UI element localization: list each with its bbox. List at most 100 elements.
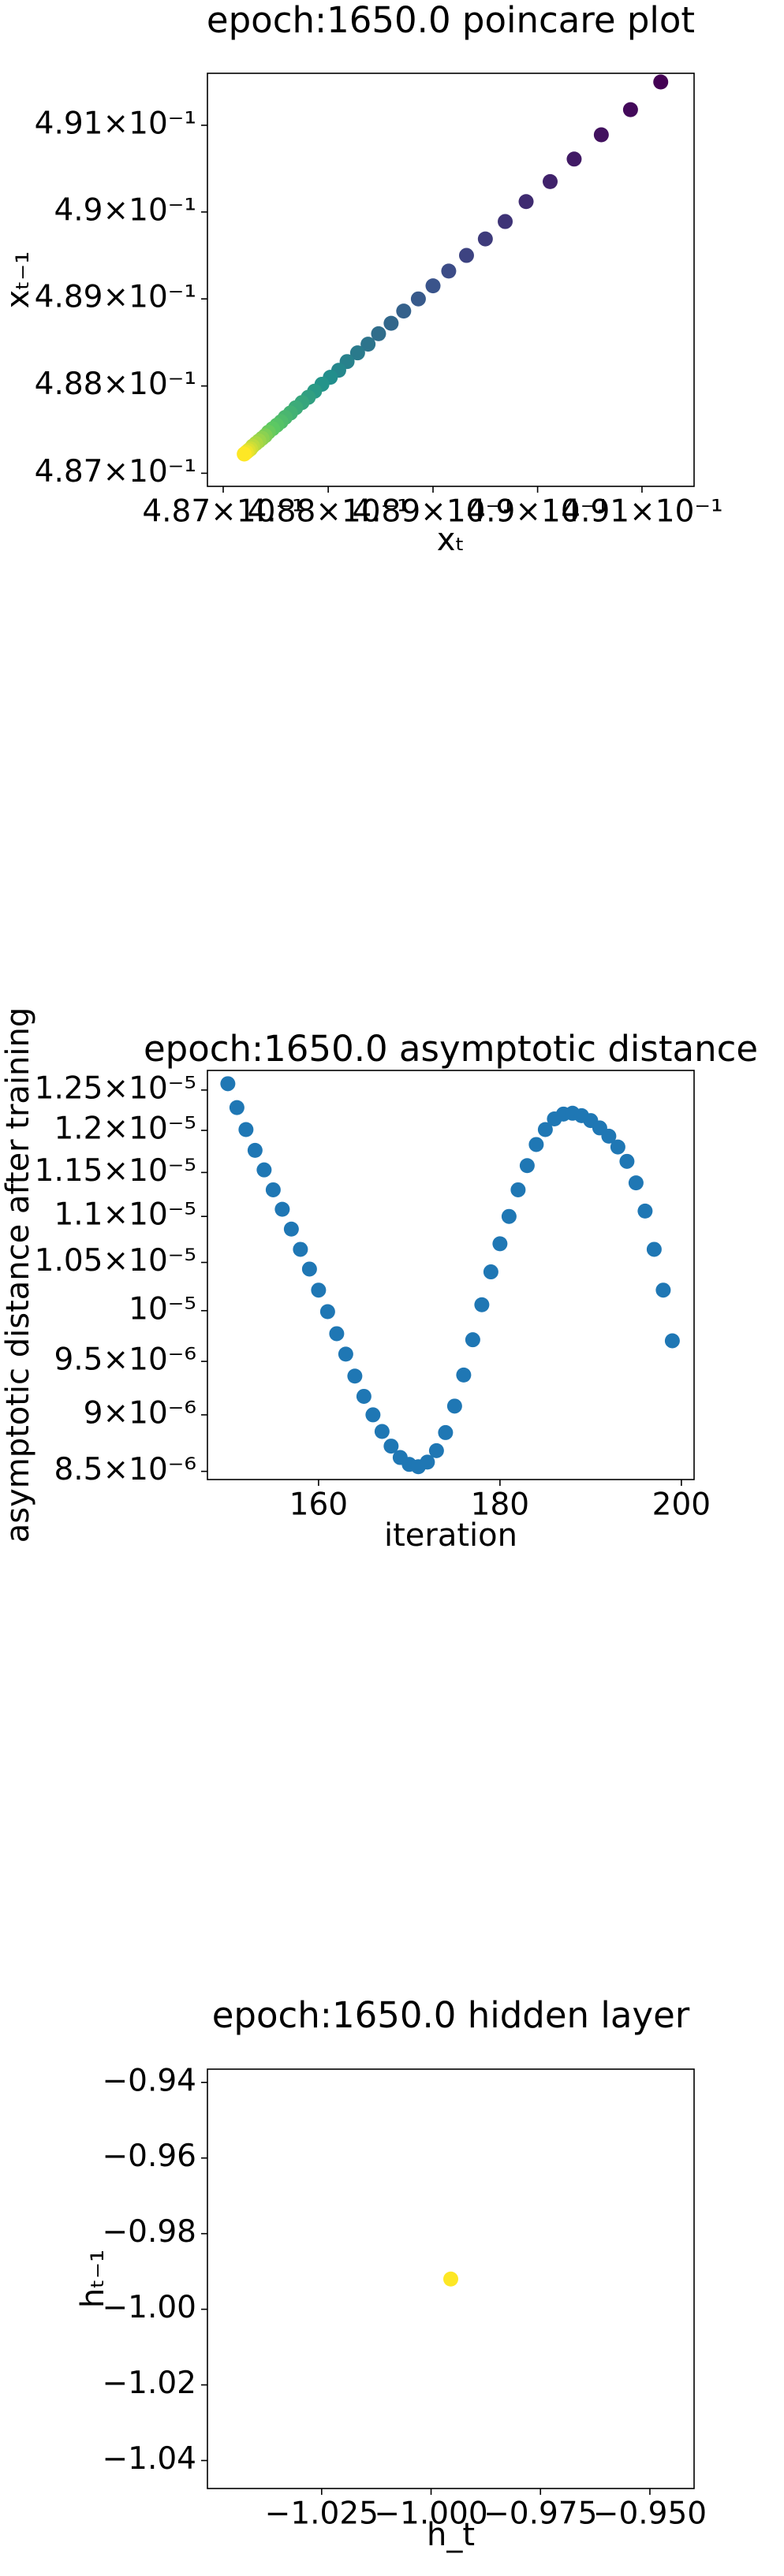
x-axis-label: iteration — [384, 1517, 517, 1554]
x-tick-label: −0.975 — [483, 2496, 597, 2532]
point — [655, 1282, 671, 1298]
point — [477, 231, 493, 247]
point — [371, 326, 386, 341]
y-tick-label: 1.15×10⁻⁵ — [35, 1153, 196, 1189]
point — [518, 194, 534, 210]
plot-frame — [207, 2068, 695, 2489]
y-tick-label: −1.04 — [102, 2441, 196, 2477]
point — [220, 1076, 236, 1092]
point — [265, 1182, 281, 1197]
x-tick-label: 4.91×10⁻¹ — [561, 494, 722, 530]
y-tick-label: 8.5×10⁻⁶ — [54, 1452, 196, 1487]
point — [543, 173, 558, 189]
point — [593, 127, 609, 143]
point — [349, 345, 365, 361]
plot-frame — [207, 73, 695, 487]
point — [528, 1137, 544, 1152]
point — [474, 1297, 490, 1312]
x-tick-label: 200 — [652, 1487, 711, 1523]
y-tick-label: 4.91×10⁻¹ — [35, 106, 196, 141]
plot-frame — [207, 1070, 695, 1480]
point — [653, 74, 669, 90]
point — [360, 337, 376, 352]
point — [293, 1241, 308, 1257]
point — [483, 1264, 498, 1280]
point — [637, 1203, 653, 1219]
point — [443, 2271, 458, 2287]
point — [329, 1326, 345, 1342]
x-tick-label: −1.000 — [374, 2496, 487, 2532]
point — [501, 1208, 517, 1224]
point — [410, 291, 426, 307]
point — [628, 1175, 644, 1191]
point — [425, 278, 441, 294]
y-tick-label: 4.88×10⁻¹ — [35, 367, 196, 402]
point — [365, 1407, 381, 1423]
point — [274, 1201, 290, 1217]
point — [646, 1241, 662, 1257]
point — [601, 1128, 617, 1144]
x-tick-label: 4.89×10⁻¹ — [352, 494, 513, 530]
point — [446, 1398, 462, 1414]
y-tick-label: 9.5×10⁻⁶ — [54, 1342, 196, 1378]
y-tick-label: 4.9×10⁻¹ — [54, 192, 196, 228]
point — [356, 1388, 371, 1404]
chart-title: epoch:1650.0 asymptotic distance — [144, 1028, 758, 1070]
point — [319, 1304, 335, 1320]
x-tick-label: −0.950 — [593, 2496, 707, 2532]
point — [610, 1139, 625, 1155]
point — [383, 1439, 399, 1454]
x-axis-label: xₜ — [437, 522, 465, 558]
y-tick-label: 1.05×10⁻⁵ — [35, 1243, 196, 1279]
point — [537, 1122, 553, 1137]
point — [237, 446, 252, 462]
x-tick-label: 160 — [289, 1487, 348, 1523]
x-tick-label: −1.025 — [265, 2496, 379, 2532]
chart-title: epoch:1650.0 hidden layer — [212, 1994, 690, 2036]
point — [498, 214, 513, 229]
point — [311, 1282, 327, 1298]
x-tick-label: 4.9×10⁻¹ — [466, 494, 609, 530]
x-tick-label: 180 — [471, 1487, 529, 1523]
x-axis-label: h_t — [427, 2517, 475, 2553]
y-axis-label: xₜ₋₁ — [0, 251, 36, 309]
y-tick-label: 4.89×10⁻¹ — [35, 280, 196, 315]
point — [396, 303, 412, 319]
point — [619, 1153, 635, 1169]
point — [283, 1221, 299, 1237]
point — [664, 1333, 680, 1349]
point — [256, 1162, 272, 1178]
y-tick-label: −1.00 — [102, 2290, 196, 2325]
point — [438, 1424, 454, 1440]
y-tick-label: −0.94 — [102, 2063, 196, 2098]
point — [347, 1368, 363, 1384]
y-tick-label: −0.98 — [102, 2214, 196, 2250]
point — [519, 1158, 535, 1174]
point — [622, 102, 638, 117]
point — [229, 1100, 245, 1115]
point — [456, 1367, 472, 1383]
point — [492, 1236, 508, 1252]
y-axis-label: asymptotic distance after training — [0, 1007, 36, 1543]
y-tick-label: 1.1×10⁻⁵ — [54, 1197, 196, 1233]
y-tick-label: 4.87×10⁻¹ — [35, 454, 196, 490]
y-tick-label: 1.25×10⁻⁵ — [35, 1070, 196, 1106]
point — [510, 1182, 526, 1197]
point — [458, 248, 474, 263]
x-tick-label: 4.88×10⁻¹ — [247, 494, 409, 530]
x-tick-label: 4.87×10⁻¹ — [142, 494, 304, 530]
y-tick-label: −0.96 — [102, 2139, 196, 2174]
y-tick-label: 10⁻⁵ — [129, 1291, 196, 1327]
y-tick-label: 9×10⁻⁶ — [84, 1395, 196, 1431]
point — [420, 1454, 435, 1470]
point — [566, 151, 582, 167]
point — [238, 1122, 254, 1137]
y-tick-label: −1.02 — [102, 2366, 196, 2401]
point — [301, 1261, 317, 1277]
point — [441, 263, 457, 279]
point — [247, 1142, 263, 1158]
point — [374, 1424, 390, 1439]
point — [465, 1332, 480, 1348]
